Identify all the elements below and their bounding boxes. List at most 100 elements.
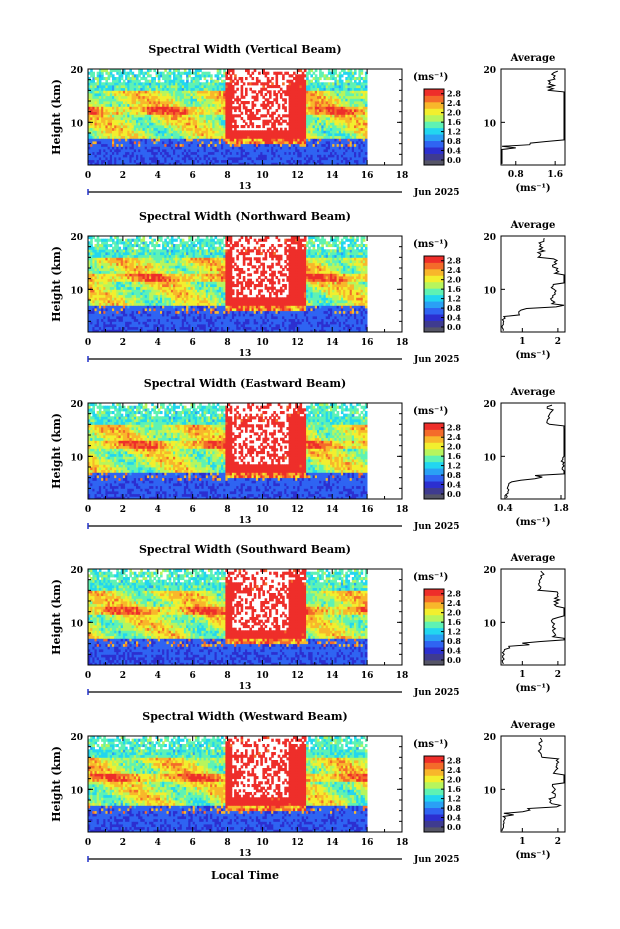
heatmap-cell: [280, 117, 283, 120]
x-tick-label: 4: [155, 171, 161, 181]
heatmap-cell: [282, 77, 285, 80]
colorbar-swatch: [424, 141, 444, 148]
heatmap-cell: [284, 109, 287, 112]
colorbar-swatch: [424, 89, 444, 96]
heatmap-cell: [365, 88, 368, 91]
heatmap-cell: [256, 93, 259, 96]
heatmap-cell: [269, 93, 272, 96]
heatmap-cell: [258, 72, 261, 75]
heatmap-cell: [361, 72, 364, 75]
heatmap-cell: [108, 77, 111, 80]
colorbar-swatch: [424, 115, 444, 122]
heatmap-cell: [121, 77, 124, 80]
heatmap-cell: [282, 82, 285, 85]
heatmap-cell: [241, 112, 244, 115]
heatmap-cell: [276, 93, 279, 96]
heatmap-cell: [273, 112, 276, 115]
colorbar-swatch: [424, 154, 444, 161]
heatmap-cell: [230, 109, 233, 112]
heatmap-cell: [239, 109, 242, 112]
heatmap-cell: [90, 239, 93, 242]
heatmap-cell: [241, 88, 244, 91]
heatmap-cell: [271, 104, 274, 107]
heatmap-cell: [354, 72, 357, 75]
heatmap-cell: [365, 85, 368, 88]
heatmap-cell: [258, 117, 261, 120]
x-tick-label: 12: [291, 171, 304, 181]
heatmap-cell: [180, 77, 183, 80]
heatmap-cell: [365, 149, 368, 152]
x-tick-label: 2: [120, 171, 126, 181]
heatmap-cell: [245, 93, 248, 96]
heatmap-cell: [269, 90, 272, 93]
heatmap-cell: [278, 85, 281, 88]
heatmap-cell: [278, 104, 281, 107]
x-tick-label: 6: [190, 171, 196, 181]
heatmap-cell: [365, 117, 368, 120]
heatmap-cell: [276, 109, 279, 112]
heatmap-cell: [256, 96, 259, 99]
heatmap-cell: [234, 109, 237, 112]
heatmap-cell: [149, 74, 152, 77]
heatmap-cell: [232, 117, 235, 120]
colorbar-tick-label: 2.0: [447, 108, 461, 118]
heatmap-cell: [365, 125, 368, 128]
heatmap-cell: [136, 77, 139, 80]
heatmap-cell: [365, 136, 368, 139]
average-title: Average: [510, 53, 556, 64]
heatmap-cell: [254, 90, 257, 93]
colorbar-tick-label: 1.6: [447, 117, 461, 127]
colorbar-tick-label: 2.4: [447, 98, 461, 108]
heatmap-cell: [273, 125, 276, 128]
heatmap-cell: [101, 72, 104, 75]
heatmap-cell: [267, 77, 270, 80]
heatmap-cell: [365, 77, 368, 80]
heatmap-cell: [284, 101, 287, 104]
heatmap-cell: [339, 77, 342, 80]
colorbar-swatch: [424, 108, 444, 115]
panel-1: Spectral Width (Vertical Beam)2010Height…: [50, 43, 565, 198]
heatmap-cell: [271, 82, 274, 85]
heatmap-cell: [276, 101, 279, 104]
average-x-tick-label: 1.6: [547, 170, 563, 180]
heatmap-cell: [145, 77, 148, 80]
heatmap-cell: [258, 109, 261, 112]
heatmap-cell: [365, 128, 368, 131]
heatmap-cells: [88, 236, 368, 332]
heatmap-cell: [260, 93, 263, 96]
heatmap-cell: [158, 77, 161, 80]
heatmap-cell: [247, 125, 250, 128]
colorbar-tick-label: 0.4: [447, 146, 461, 156]
heatmap-cell: [252, 122, 255, 125]
heatmap-cell: [365, 101, 368, 104]
panel-2: Spectral Width (Northward Beam)2010Heigh…: [50, 210, 565, 365]
heatmap-cell: [273, 90, 276, 93]
x-tick-label: 0: [85, 171, 91, 181]
heatmap-cell: [284, 106, 287, 109]
heatmap-cell: [258, 125, 261, 128]
y-axis-label: Height (km): [50, 79, 63, 155]
heatmap-cell: [236, 101, 239, 104]
date-label: 13: [239, 182, 252, 192]
heatmap-cell: [256, 77, 259, 80]
heatmap-cell: [365, 80, 368, 83]
heatmap-cell: [365, 104, 368, 107]
heatmap-cell: [269, 96, 272, 99]
heatmap-cell: [92, 72, 95, 75]
heatmap-cell: [249, 109, 252, 112]
heatmap-cell: [243, 82, 246, 85]
heatmap-cell: [204, 77, 207, 80]
heatmap-cell: [276, 80, 279, 83]
heatmap-cell: [186, 77, 189, 80]
x-tick-label: 14: [326, 171, 339, 181]
colorbar-tick-label: 0.0: [447, 155, 461, 165]
colorbar-swatch: [424, 134, 444, 141]
heatmap-cell: [241, 93, 244, 96]
heatmap-cell: [247, 101, 250, 104]
heatmap-cell: [234, 77, 237, 80]
heatmap-cell: [276, 77, 279, 80]
heatmap-cell: [241, 85, 244, 88]
x-tick-label: 8: [224, 171, 230, 181]
heatmap-cell: [315, 74, 318, 77]
heatmap-cell: [236, 80, 239, 83]
